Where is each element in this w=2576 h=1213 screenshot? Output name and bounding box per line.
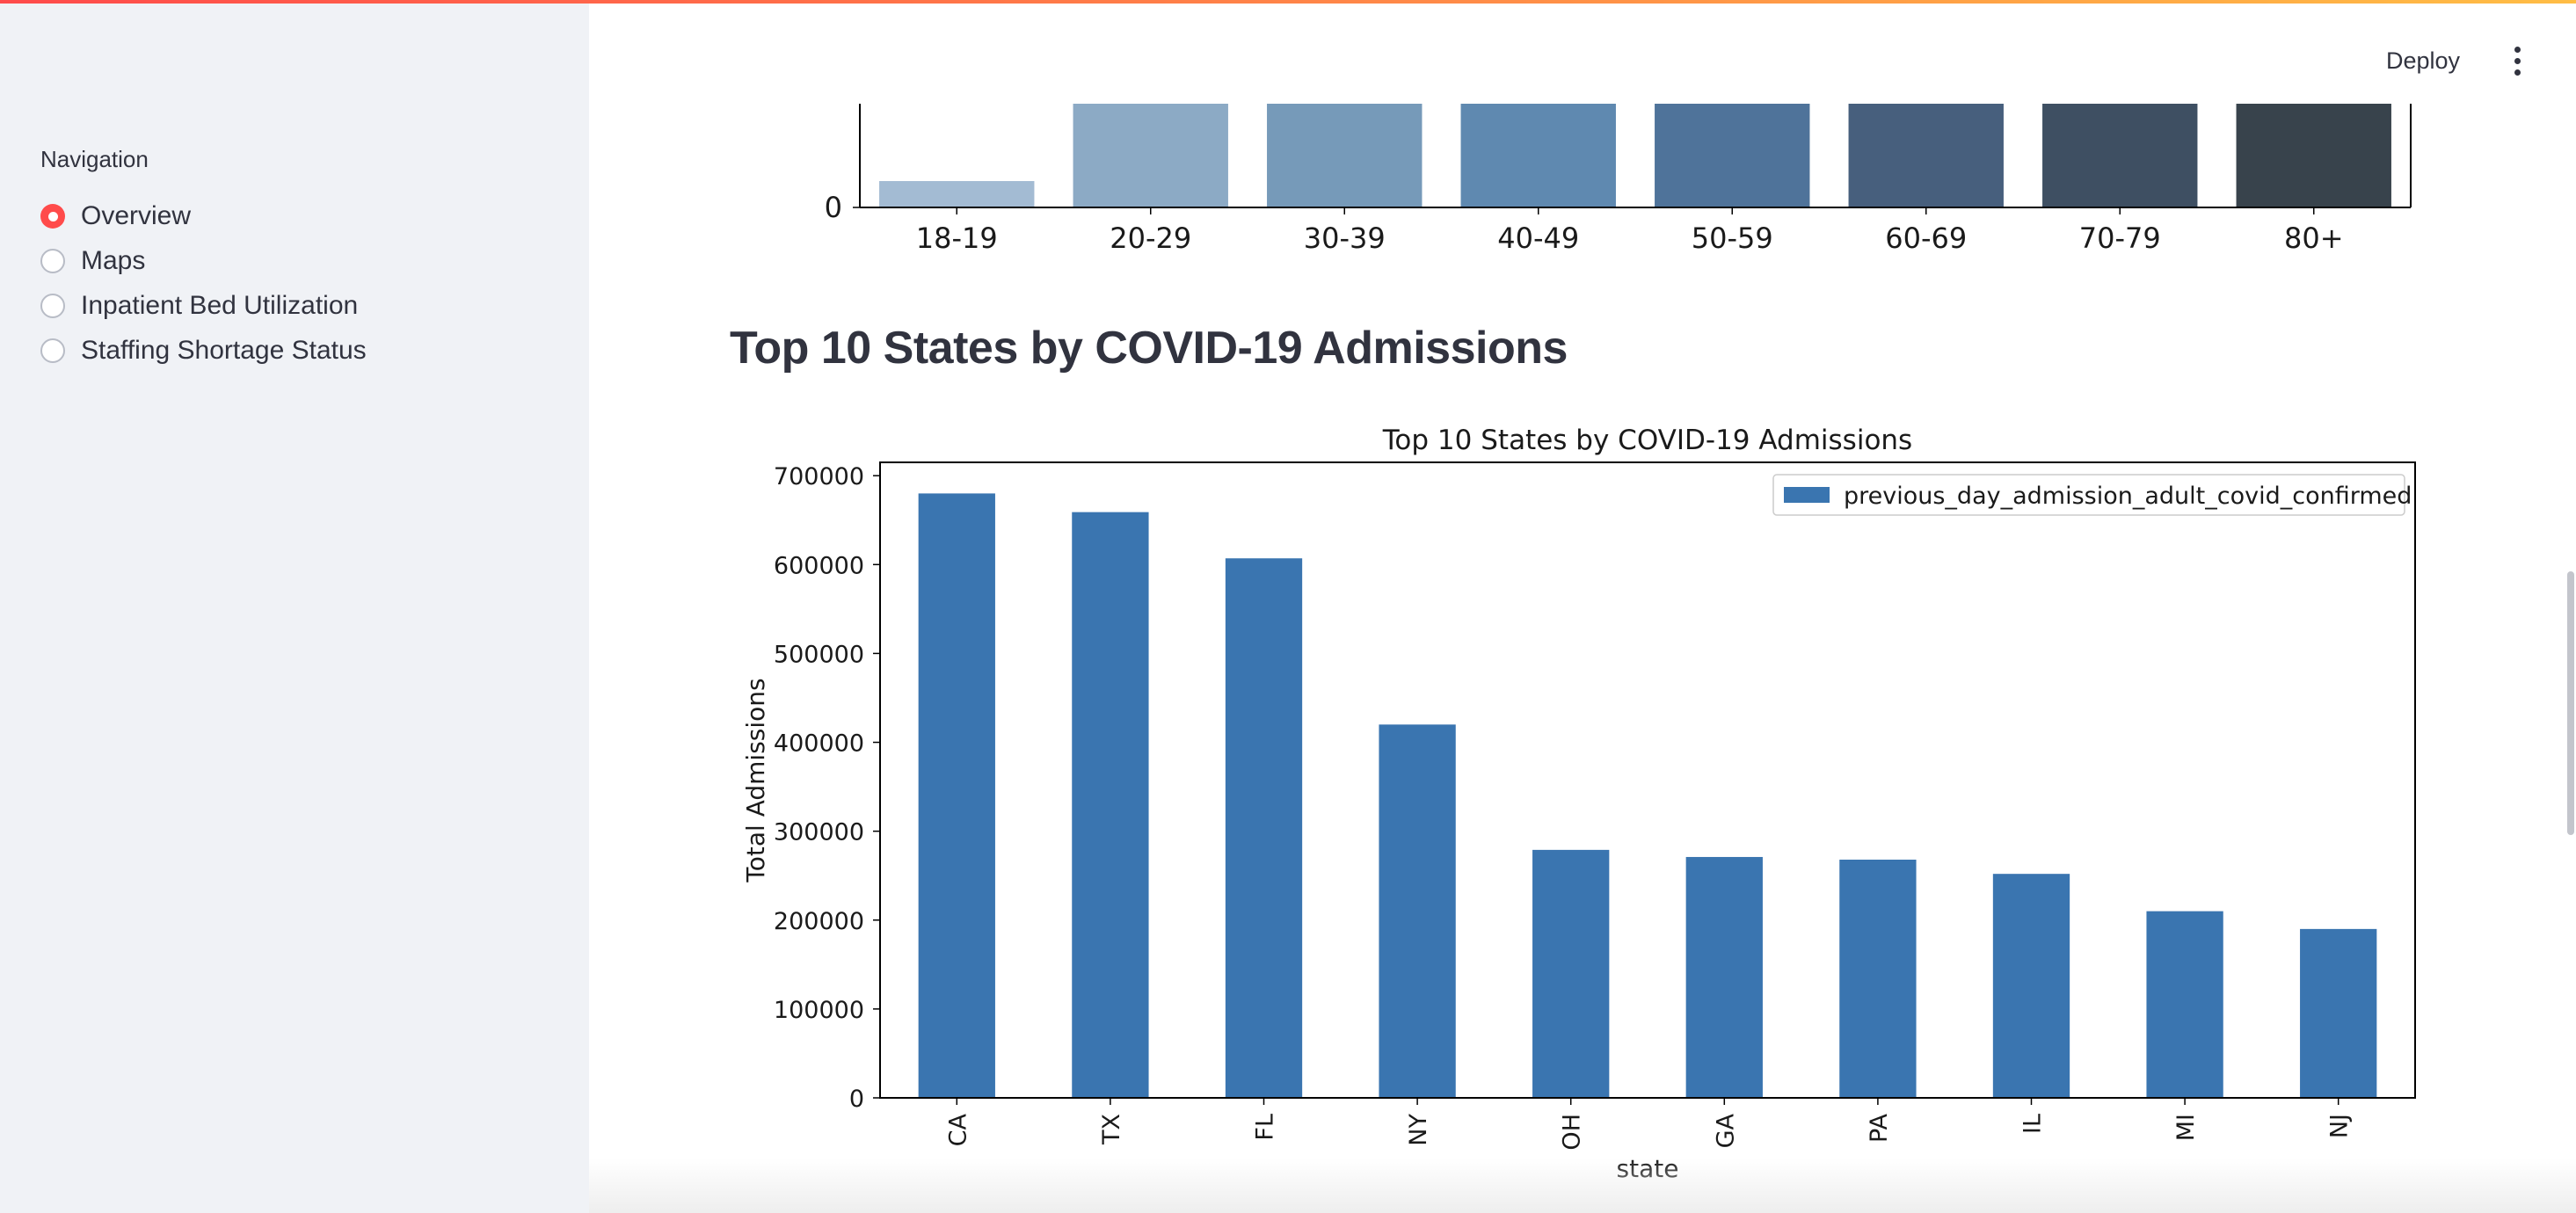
deploy-button[interactable]: Deploy <box>2386 47 2461 74</box>
x-tick-label: OH <box>1559 1114 1586 1151</box>
radio-selected-icon[interactable] <box>40 204 65 229</box>
navigation-heading: Navigation <box>40 146 149 172</box>
radio-unselected-icon[interactable] <box>40 249 65 273</box>
x-tick-label: CA <box>944 1113 971 1146</box>
x-tick-label: 80+ <box>2284 222 2344 255</box>
x-tick-label: PA <box>1866 1113 1893 1143</box>
data-bar <box>2300 928 2377 1098</box>
x-tick-label: 70-79 <box>2079 222 2161 255</box>
x-tick-label: 20-29 <box>1110 222 1191 255</box>
data-bar <box>1072 512 1149 1098</box>
age-bar <box>1073 104 1228 207</box>
y-axis-label: Total Admissions <box>741 678 770 883</box>
y-tick-label: 0 <box>849 1086 864 1113</box>
x-tick-label: 50-59 <box>1692 222 1773 255</box>
legend-label: previous_day_admission_adult_covid_confi… <box>1844 483 2412 510</box>
x-tick-label: TX <box>1098 1114 1125 1145</box>
nav-item-label: Inpatient Bed Utilization <box>81 291 359 320</box>
age-bar <box>1848 104 2004 207</box>
data-bar <box>2146 911 2223 1098</box>
x-tick-label: GA <box>1712 1113 1739 1148</box>
legend-box <box>1772 474 2405 516</box>
age-group-chart: 18-19 20-29 30-39 40-49 50-59 60-69 70-79 80+ 0 <box>825 104 2412 255</box>
x-tick-label: 18-19 <box>916 222 998 255</box>
x-tick-label: IL <box>2019 1114 2047 1134</box>
x-tick-label: 60-69 <box>1885 222 1967 255</box>
y-tick-label: 400000 <box>774 730 864 758</box>
y-tick-label: 700000 <box>774 463 864 490</box>
data-bar <box>1839 860 1917 1098</box>
age-bar <box>1267 104 1423 207</box>
nav-item-label: Overview <box>81 201 192 230</box>
y-tick-label: 0 <box>825 191 842 224</box>
x-tick-label: FL <box>1252 1114 1279 1141</box>
data-bar <box>1992 874 2070 1098</box>
nav-item-label: Staffing Shortage Status <box>81 336 367 365</box>
y-tick-label: 300000 <box>774 819 864 846</box>
x-tick-label: MI <box>2172 1114 2200 1141</box>
top-decoration-bar <box>0 0 2576 4</box>
age-bar <box>1460 104 1616 207</box>
nav-item-overview[interactable]: Overview <box>40 199 191 234</box>
section-title: Top 10 States by COVID-19 Admissions <box>730 323 1568 374</box>
x-tick-label: 40-49 <box>1497 222 1579 255</box>
y-tick-label: 600000 <box>774 552 864 579</box>
age-bar <box>2236 104 2391 207</box>
legend-swatch <box>1784 487 1830 503</box>
y-tick-label: 200000 <box>774 908 864 935</box>
nav-item-staffing-shortage-status[interactable]: Staffing Shortage Status <box>40 333 367 368</box>
age-bar <box>1655 104 1810 207</box>
age-bar <box>879 181 1035 207</box>
nav-item-inpatient-bed-utilization[interactable]: Inpatient Bed Utilization <box>40 288 358 323</box>
radio-unselected-icon[interactable] <box>40 338 65 363</box>
data-bar <box>918 493 995 1098</box>
radio-unselected-icon[interactable] <box>40 294 65 318</box>
y-tick-label: 100000 <box>774 997 864 1024</box>
data-bar <box>1685 856 1763 1098</box>
chart-title: Top 10 States by COVID-19 Admissions <box>1382 425 1912 456</box>
nav-item-maps[interactable]: Maps <box>40 243 145 279</box>
x-tick-label: NY <box>1405 1114 1432 1146</box>
x-tick-label: 30-39 <box>1304 222 1386 255</box>
bottom-fade-shadow <box>589 1159 2576 1213</box>
kebab-menu-icon[interactable] <box>2497 40 2537 81</box>
age-bar <box>2042 104 2198 207</box>
y-tick-label: 500000 <box>774 641 864 668</box>
scrollbar-thumb[interactable] <box>2567 571 2574 835</box>
nav-item-label: Maps <box>81 246 146 275</box>
sidebar: Navigation Overview Maps Inpatient Bed U… <box>0 4 589 1213</box>
x-tick-label: NJ <box>2326 1114 2354 1138</box>
data-bar <box>1532 849 1610 1098</box>
data-bar <box>1379 724 1456 1098</box>
data-bar <box>1225 558 1303 1098</box>
plot-frame <box>879 461 2416 1099</box>
